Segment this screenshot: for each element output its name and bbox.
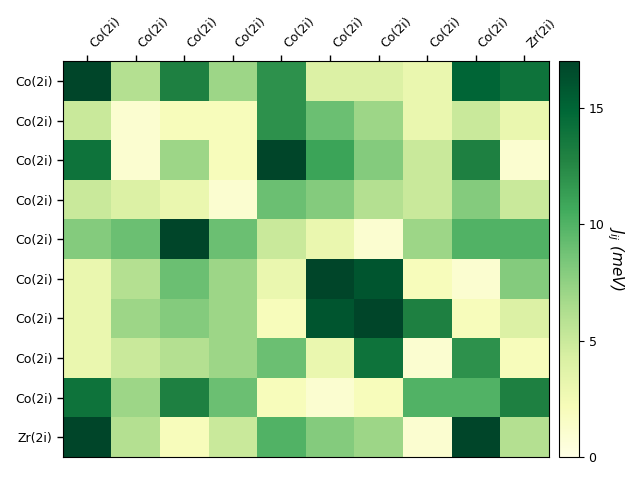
Y-axis label: $J_{ij}$ (meV): $J_{ij}$ (meV): [605, 227, 625, 292]
